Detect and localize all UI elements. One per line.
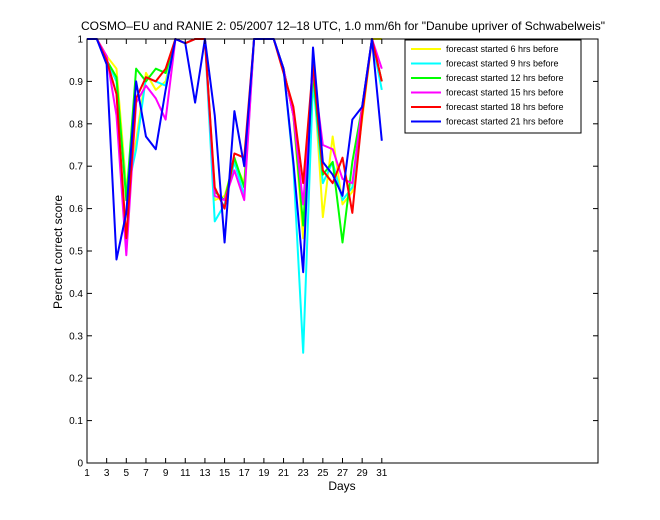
x-tick-label: 15 xyxy=(219,468,231,479)
legend-label-2: forecast started 9 hrs before xyxy=(446,59,559,69)
legend-label-4: forecast started 15 hrs before xyxy=(446,88,564,98)
x-tick-label: 19 xyxy=(258,468,270,479)
x-tick-label: 23 xyxy=(298,468,310,479)
legend-box xyxy=(404,39,582,134)
x-tick-label: 3 xyxy=(104,468,110,479)
x-tick-label: 29 xyxy=(357,468,369,479)
y-tick-label: 0.2 xyxy=(69,374,83,385)
y-tick-label: 0.8 xyxy=(69,119,83,130)
y-tick-label: 0.5 xyxy=(69,247,83,258)
series-line-6 xyxy=(87,38,383,274)
legend-label-5: forecast started 18 hrs before xyxy=(446,102,564,112)
y-tick-label: 0.6 xyxy=(69,204,83,215)
x-tick-label: 1 xyxy=(84,468,90,479)
legend: forecast started 6 hrs before forecast st… xyxy=(404,39,582,134)
x-axis-title: Days xyxy=(328,479,355,493)
y-tick-label: 0.1 xyxy=(69,416,83,427)
legend-label-3: forecast started 12 hrs before xyxy=(446,73,564,83)
chart-title: COSMO–EU and RANIE 2: 05/2007 12–18 UTC,… xyxy=(81,19,605,33)
y-tick-label: 0.9 xyxy=(69,77,83,88)
series-line-5 xyxy=(87,38,383,240)
x-tick-label: 9 xyxy=(163,468,169,479)
x-tick-label: 27 xyxy=(337,468,349,479)
y-tick-label: 0.7 xyxy=(69,162,83,173)
y-tick-label: 1 xyxy=(77,35,83,46)
x-tick-label: 31 xyxy=(376,468,388,479)
legend-label-1: forecast started 6 hrs before xyxy=(446,44,559,54)
legend-label-6: forecast started 21 hrs before xyxy=(446,117,564,127)
y-tick-label: 0.4 xyxy=(69,289,83,300)
x-tick-label: 17 xyxy=(239,468,251,479)
y-tick-label: 0 xyxy=(77,459,83,470)
x-tick-label: 13 xyxy=(199,468,211,479)
x-tick-label: 5 xyxy=(124,468,130,479)
x-tick-label: 21 xyxy=(278,468,290,479)
y-tick-label: 0.3 xyxy=(69,331,83,342)
plot-area xyxy=(87,38,383,354)
x-tick-label: 25 xyxy=(317,468,329,479)
y-axis-title: Percent correct score xyxy=(51,195,65,309)
axes: 1 3 5 7 9 11 13 15 17 19 21 23 25 27 29 3100.10.20.30.4… xyxy=(69,35,599,479)
x-tick-label: 7 xyxy=(143,468,149,479)
x-tick-label: 11 xyxy=(180,468,191,479)
